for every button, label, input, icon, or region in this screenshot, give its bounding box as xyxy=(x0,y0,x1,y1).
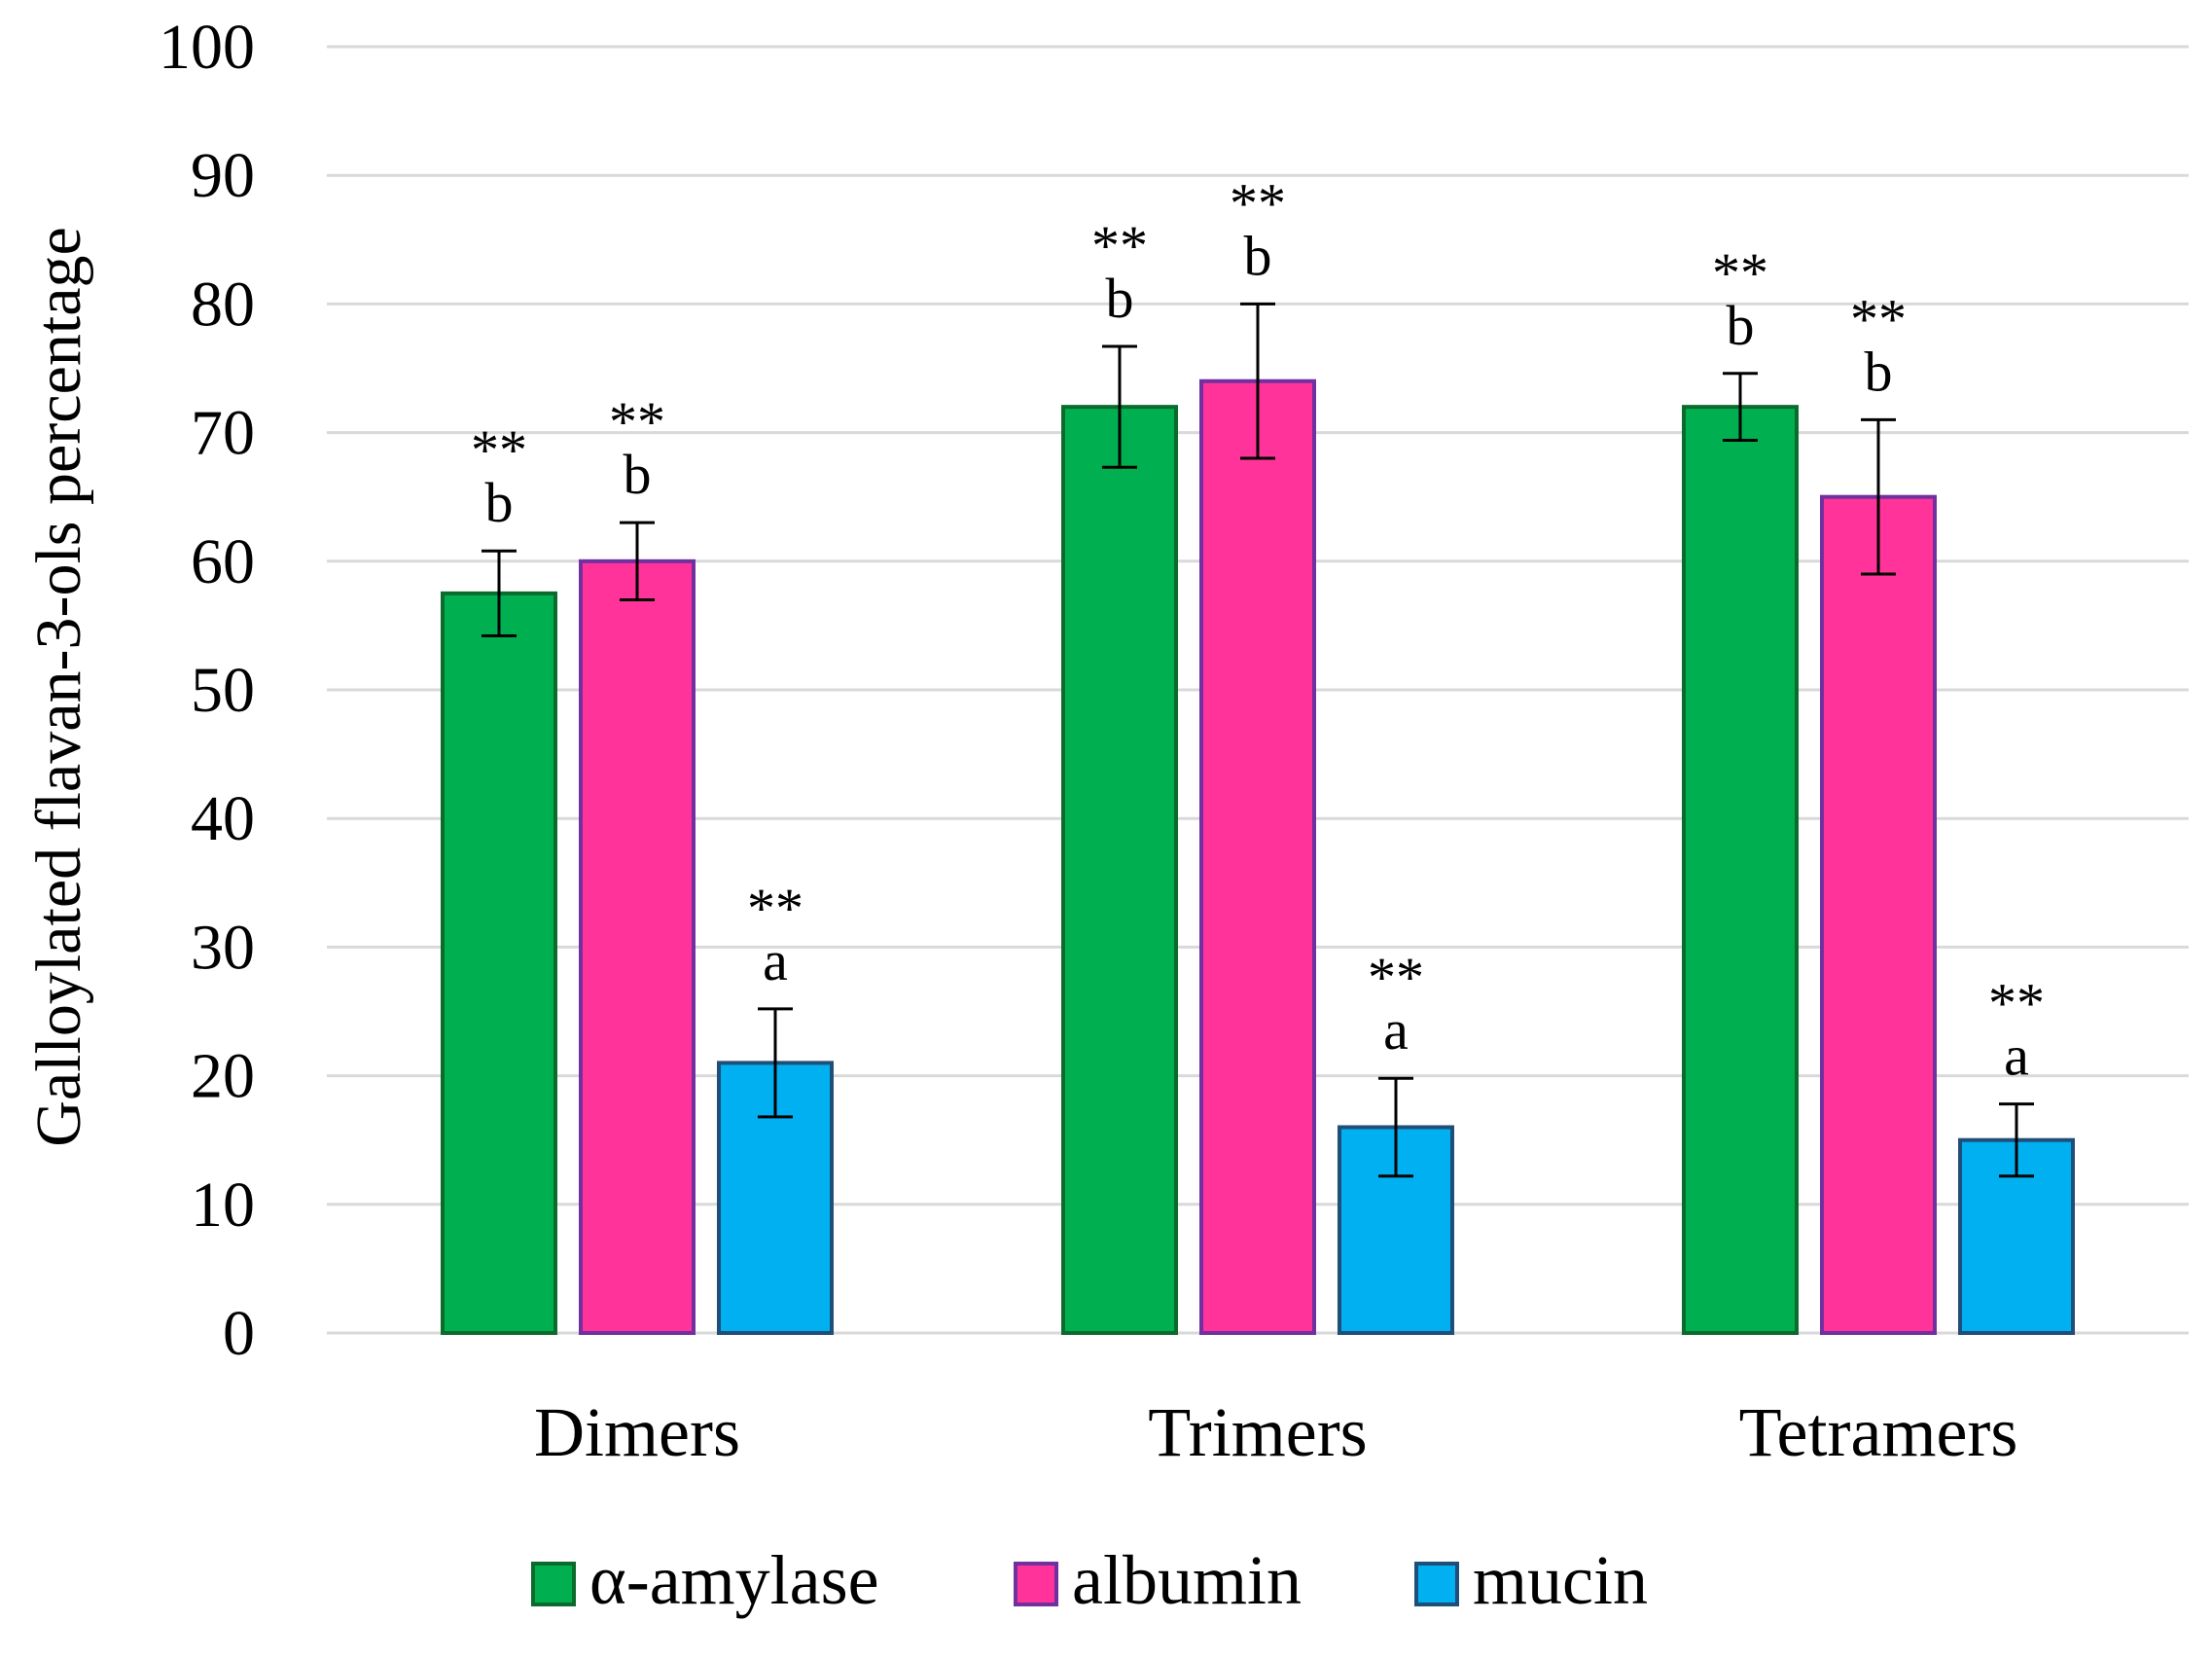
y-tick-label: 30 xyxy=(191,912,255,983)
y-tick-label: 20 xyxy=(191,1041,255,1112)
significance-stars: ** xyxy=(1230,171,1286,234)
y-tick-label: 60 xyxy=(191,526,255,597)
x-category-label: Dimers xyxy=(534,1393,740,1471)
bar xyxy=(579,558,696,1335)
y-tick-label: 90 xyxy=(191,140,255,211)
bar xyxy=(441,591,557,1335)
significance-letter: b xyxy=(1244,224,1272,287)
significance-stars: ** xyxy=(1712,241,1768,305)
y-tick-label: 100 xyxy=(159,12,255,83)
significance-stars: ** xyxy=(1988,972,2045,1035)
legend-label: mucin xyxy=(1473,1541,1648,1619)
significance-stars: ** xyxy=(747,877,803,940)
significance-stars: ** xyxy=(1091,214,1148,277)
significance-stars: ** xyxy=(1850,287,1907,350)
bar xyxy=(1199,378,1316,1336)
bars: b** b**a**b** b**a**b**b**a** xyxy=(441,171,2075,1336)
x-axis-categories: Dimers Trimers Tetramers xyxy=(534,1393,2017,1471)
y-tick-label: 40 xyxy=(191,783,255,854)
significance-letter: a xyxy=(1383,998,1409,1062)
significance-letter: b xyxy=(624,443,652,506)
significance-letter: a xyxy=(2004,1025,2029,1088)
legend-label: α-amylase xyxy=(589,1541,879,1619)
significance-stars: ** xyxy=(471,418,527,482)
significance-letter: b xyxy=(1727,294,1755,357)
y-tick-label: 80 xyxy=(191,269,255,340)
significance-stars: ** xyxy=(1368,946,1424,1009)
y-tick-label: 70 xyxy=(191,398,255,469)
y-tick-label: 10 xyxy=(191,1170,255,1241)
bar xyxy=(1682,405,1799,1336)
legend-swatch xyxy=(531,1562,576,1606)
legend-label: albumin xyxy=(1072,1541,1302,1619)
significance-letter: b xyxy=(485,471,514,534)
legend: α-amylase albumin mucin xyxy=(531,1541,1648,1619)
significance-letter: b xyxy=(1106,267,1134,330)
bar xyxy=(1820,494,1937,1335)
significance-stars: ** xyxy=(609,390,665,453)
x-category-label: Trimers xyxy=(1148,1393,1367,1471)
x-category-label: Tetramers xyxy=(1739,1393,2018,1471)
y-tick-label: 0 xyxy=(223,1298,255,1369)
legend-swatch xyxy=(1014,1562,1058,1606)
legend-swatch xyxy=(1414,1562,1459,1606)
y-tick-label: 50 xyxy=(191,655,255,726)
significance-letter: b xyxy=(1865,340,1893,403)
y-axis-ticks: 0 10 20 30 40 50 60 70 80 90 100 xyxy=(159,12,255,1369)
bar xyxy=(1061,405,1178,1336)
y-axis-label: Galloylated flavan-3-ols percentage xyxy=(23,227,94,1147)
significance-letter: a xyxy=(763,929,788,992)
